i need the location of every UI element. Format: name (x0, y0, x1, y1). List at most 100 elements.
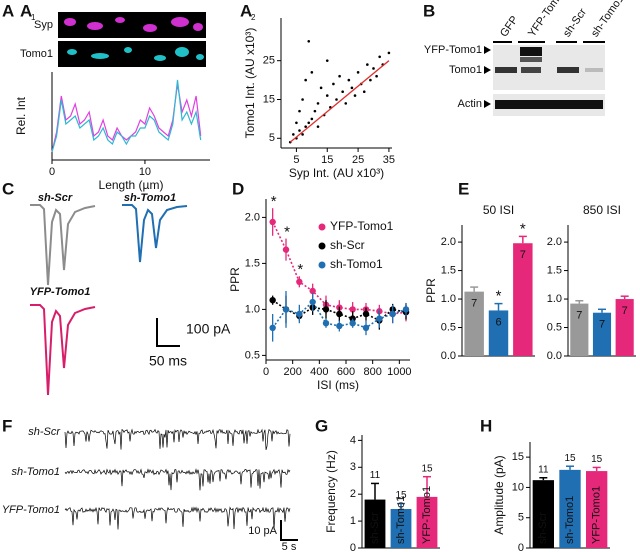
data-point (298, 129, 301, 132)
y-tick-label: 0.5 (245, 349, 260, 361)
y-tick-label: 3 (350, 461, 356, 473)
n-label: 11 (538, 464, 549, 475)
bar (364, 499, 386, 548)
category-label: sh-Scr (537, 512, 549, 544)
data-point (316, 102, 320, 105)
n-label: 7 (622, 305, 628, 317)
significance-mark: * (284, 224, 290, 241)
category-label: sh-Scr (369, 512, 381, 544)
trace-label: sh-Tomo1 (124, 192, 176, 204)
lane-label: sh-Scr (561, 6, 589, 39)
lane-label: sh-Tomo1 (589, 0, 627, 39)
data-point (292, 133, 295, 136)
data-point (310, 117, 314, 121)
x-tick-label: 1000 (387, 366, 411, 378)
data-point (301, 98, 304, 101)
data-point (319, 86, 323, 90)
panel-label: C (2, 179, 14, 198)
y-axis-label: Tomo1 Int. (AU x10³) (243, 28, 257, 139)
data-point (349, 315, 356, 322)
data-point (347, 78, 351, 82)
data-point (298, 109, 301, 113)
n-label: 15 (421, 463, 433, 474)
bar (513, 243, 533, 356)
data-point (349, 320, 356, 327)
series-line (51, 79, 202, 153)
y-tick-label: 5 (518, 512, 524, 524)
scale-label: 5 s (282, 541, 297, 552)
data-point (375, 74, 378, 78)
category-label: sh-Tomo1 (564, 496, 576, 544)
data-point (336, 310, 343, 318)
panel-label: B (423, 1, 435, 20)
bar (559, 469, 581, 548)
chart-title: 850 ISI (583, 203, 621, 217)
y-tick-label: 1 (350, 515, 356, 527)
data-point (269, 324, 276, 331)
data-point (344, 102, 348, 105)
x-tick-label: 15 (321, 154, 333, 166)
x-tick-label: 0 (263, 366, 269, 378)
y-tick-label: 1.0 (547, 293, 562, 305)
y-tick-label: 0 (350, 542, 356, 552)
y-tick-label: 5 (269, 132, 275, 144)
scale-bar (280, 520, 298, 541)
y-tick-label: 15 (512, 451, 524, 463)
data-point (332, 82, 335, 86)
y-tick-label: 1.0 (245, 303, 260, 315)
data-point (376, 315, 383, 322)
trace-label: YFP-Tomo1 (30, 286, 91, 298)
bar (416, 496, 438, 548)
significance-mark: * (520, 220, 526, 237)
band-label: Tomo1 (449, 64, 482, 76)
data-point (307, 39, 311, 43)
y-axis-label: PPR (424, 278, 438, 303)
data-point (304, 78, 307, 82)
data-point (301, 133, 304, 136)
data-point (389, 310, 396, 318)
x-tick-label: 5 (293, 154, 299, 166)
data-point (322, 306, 330, 313)
current-trace (64, 468, 291, 491)
current-trace (64, 506, 291, 530)
image-label: Syp (34, 19, 53, 31)
y-axis-label: PPR (228, 267, 242, 292)
bar (592, 312, 612, 356)
panel-label: A (20, 1, 32, 20)
n-label: 15 (564, 453, 576, 464)
scale-label: 50 ms (149, 353, 187, 369)
lane-label: GFP (498, 14, 521, 39)
data-point (325, 94, 329, 97)
panel-label: D (232, 179, 244, 198)
data-point (309, 298, 316, 306)
legend-label: YFP-Tomo1 (330, 219, 394, 233)
y-tick-label: 2.0 (547, 236, 562, 248)
data-point (378, 55, 381, 59)
data-point (296, 278, 303, 285)
micrograph (58, 12, 206, 67)
legend-label: sh-Tomo1 (330, 257, 383, 271)
data-point (349, 306, 356, 313)
data-point (313, 109, 317, 113)
band-label: YFP-Tomo1 (424, 44, 482, 56)
legend-label: sh-Scr (330, 238, 365, 252)
y-tick-label: 2 (350, 488, 356, 500)
y-tick-label: 0.0 (441, 350, 456, 362)
y-tick-label: 0 (518, 542, 524, 552)
data-point (402, 306, 410, 313)
panel-sublabel: 1 (31, 13, 36, 22)
western-blot (484, 41, 605, 116)
bar (615, 299, 634, 356)
n-label: 7 (520, 249, 526, 261)
data-point (322, 320, 330, 327)
data-point (350, 86, 354, 90)
data-point (335, 98, 338, 101)
data-point (282, 306, 290, 313)
data-point (362, 324, 370, 331)
n-label: 11 (370, 470, 381, 481)
n-label: 15 (591, 454, 603, 465)
trace-label: sh-Scr (28, 426, 61, 438)
trace-label: YFP-Tomo1 (2, 504, 60, 516)
series-line (271, 221, 407, 315)
